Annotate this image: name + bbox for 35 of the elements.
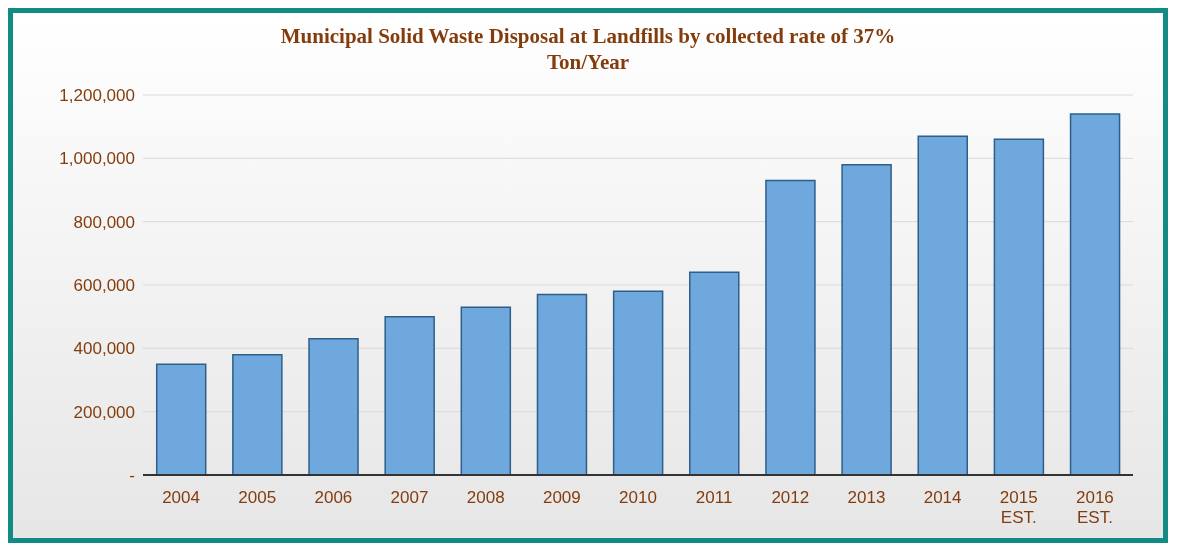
x-tick-label: 2005 xyxy=(238,488,277,507)
x-tick-label: 2015 EST. xyxy=(999,488,1038,527)
bar xyxy=(460,306,512,475)
x-tick-label: 2014 xyxy=(923,488,962,507)
y-tick-label: 1,200,000 xyxy=(59,86,135,106)
y-tick-label: 800,000 xyxy=(73,212,135,232)
bar xyxy=(384,315,435,475)
bar xyxy=(917,135,968,475)
y-tick-label: 1,000,000 xyxy=(59,149,135,169)
x-tick-label: 2011 xyxy=(695,488,733,507)
x-tick-label: 2012 xyxy=(771,488,810,507)
bar xyxy=(841,163,892,475)
bar xyxy=(1069,113,1121,475)
x-tick-label: 2009 xyxy=(542,488,581,507)
x-tick-label: 2016 EST. xyxy=(1076,488,1114,527)
y-tick-label: 400,000 xyxy=(73,339,135,359)
chart-subtitle: Ton/Year xyxy=(545,49,631,75)
bar xyxy=(536,293,588,475)
bar xyxy=(765,179,816,475)
bar xyxy=(612,290,664,475)
x-tick-label: 2007 xyxy=(390,488,429,507)
x-tick-label: 2008 xyxy=(466,488,505,507)
y-tick-label: 200,000 xyxy=(73,402,135,422)
chart-title: Municipal Solid Waste Disposal at Landfills by collected rate of 37% xyxy=(279,23,897,49)
y-tick-label: - xyxy=(129,466,135,486)
bar xyxy=(689,271,740,475)
x-tick-label: 2010 xyxy=(619,488,657,507)
x-tick-label: 2006 xyxy=(314,488,353,507)
bar xyxy=(232,353,283,475)
y-tick-label: 600,000 xyxy=(73,276,135,296)
bar xyxy=(308,338,359,475)
bar xyxy=(993,138,1045,475)
x-tick-label: 2013 xyxy=(847,488,886,507)
bar xyxy=(155,363,207,475)
x-tick-label: 2004 xyxy=(162,488,200,507)
